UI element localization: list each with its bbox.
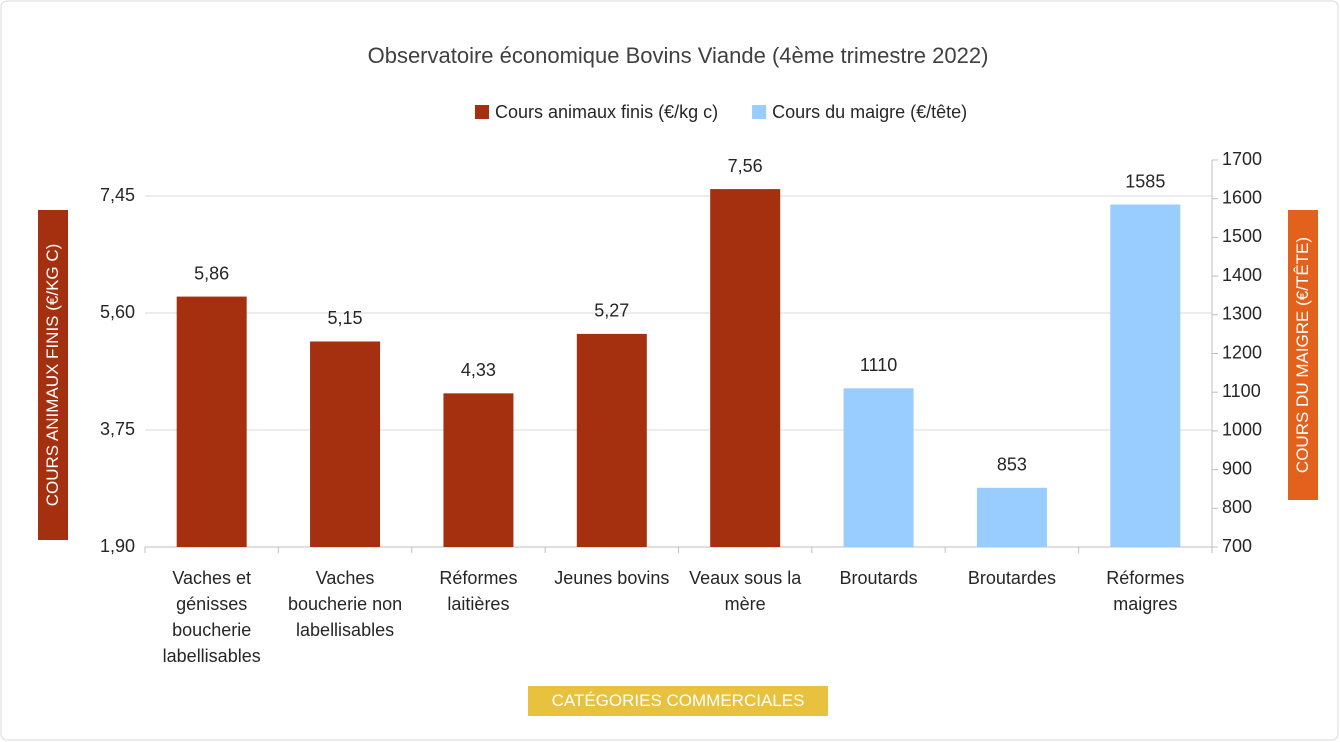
x-tick-label: Broutardes [967, 568, 1056, 588]
y2-tick-label: 800 [1222, 497, 1252, 517]
data-label: 5,27 [594, 301, 629, 321]
legend-swatch [475, 105, 489, 119]
y2-tick-label: 1100 [1222, 381, 1261, 401]
bar [1110, 204, 1181, 547]
data-label: 1110 [860, 355, 897, 375]
data-label: 5,15 [328, 308, 363, 328]
x-tick-label: Jeunes bovins [554, 568, 670, 588]
y-tick-label: 5,60 [100, 302, 135, 322]
y-tick-label: 1,90 [100, 536, 135, 556]
x-tick-label: Réformes laitières [439, 568, 518, 614]
data-label: 7,56 [728, 156, 763, 176]
x-tick-label: Broutards [839, 568, 918, 588]
legend-label: Cours du maigre (€/tête) [772, 102, 967, 122]
y2-axis-title: COURS DU MAIGRE (€/TÊTE) [1288, 210, 1318, 500]
bar [976, 487, 1047, 547]
x-axis-title: CATÉGORIES COMMERCIALES [528, 686, 828, 716]
y2-tick-label: 1500 [1222, 226, 1262, 246]
chart-title: Observatoire économique Bovins Viande (4… [368, 43, 989, 68]
legend-swatch [752, 105, 767, 119]
legend-label: Cours animaux finis (€/kg c) [495, 102, 718, 122]
y2-tick-label: 1400 [1222, 265, 1262, 285]
data-label: 853 [997, 455, 1027, 475]
bar [843, 388, 914, 547]
y-tick-label: 3,75 [100, 419, 135, 439]
y-tick-label: 7,45 [100, 185, 135, 205]
y-axis-title: COURS ANIMAUX FINIS (€/KG C) [38, 210, 68, 540]
y2-tick-label: 1200 [1222, 342, 1262, 362]
y2-tick-label: 1300 [1222, 304, 1262, 324]
data-label: 5,86 [194, 263, 229, 283]
bar [710, 189, 781, 547]
bar [443, 393, 514, 547]
y2-tick-label: 1000 [1222, 420, 1262, 440]
y2-tick-label: 1600 [1222, 187, 1262, 207]
x-tick-label: Réformes maigres [1106, 568, 1185, 614]
bar [576, 333, 647, 547]
data-label: 1585 [1125, 171, 1165, 191]
y2-tick-label: 900 [1222, 458, 1252, 478]
x-tick-label: Veaux sous la mère [689, 568, 802, 614]
x-tick-label: Vaches boucherie non labellisables [288, 568, 403, 640]
y2-tick-label: 700 [1222, 536, 1252, 556]
y2-tick-label: 1700 [1222, 149, 1262, 169]
bar [176, 296, 247, 547]
x-tick-label: Vaches et génisses boucherie labellisabl… [162, 568, 261, 666]
data-label: 4,33 [461, 360, 496, 380]
bar [310, 341, 381, 547]
